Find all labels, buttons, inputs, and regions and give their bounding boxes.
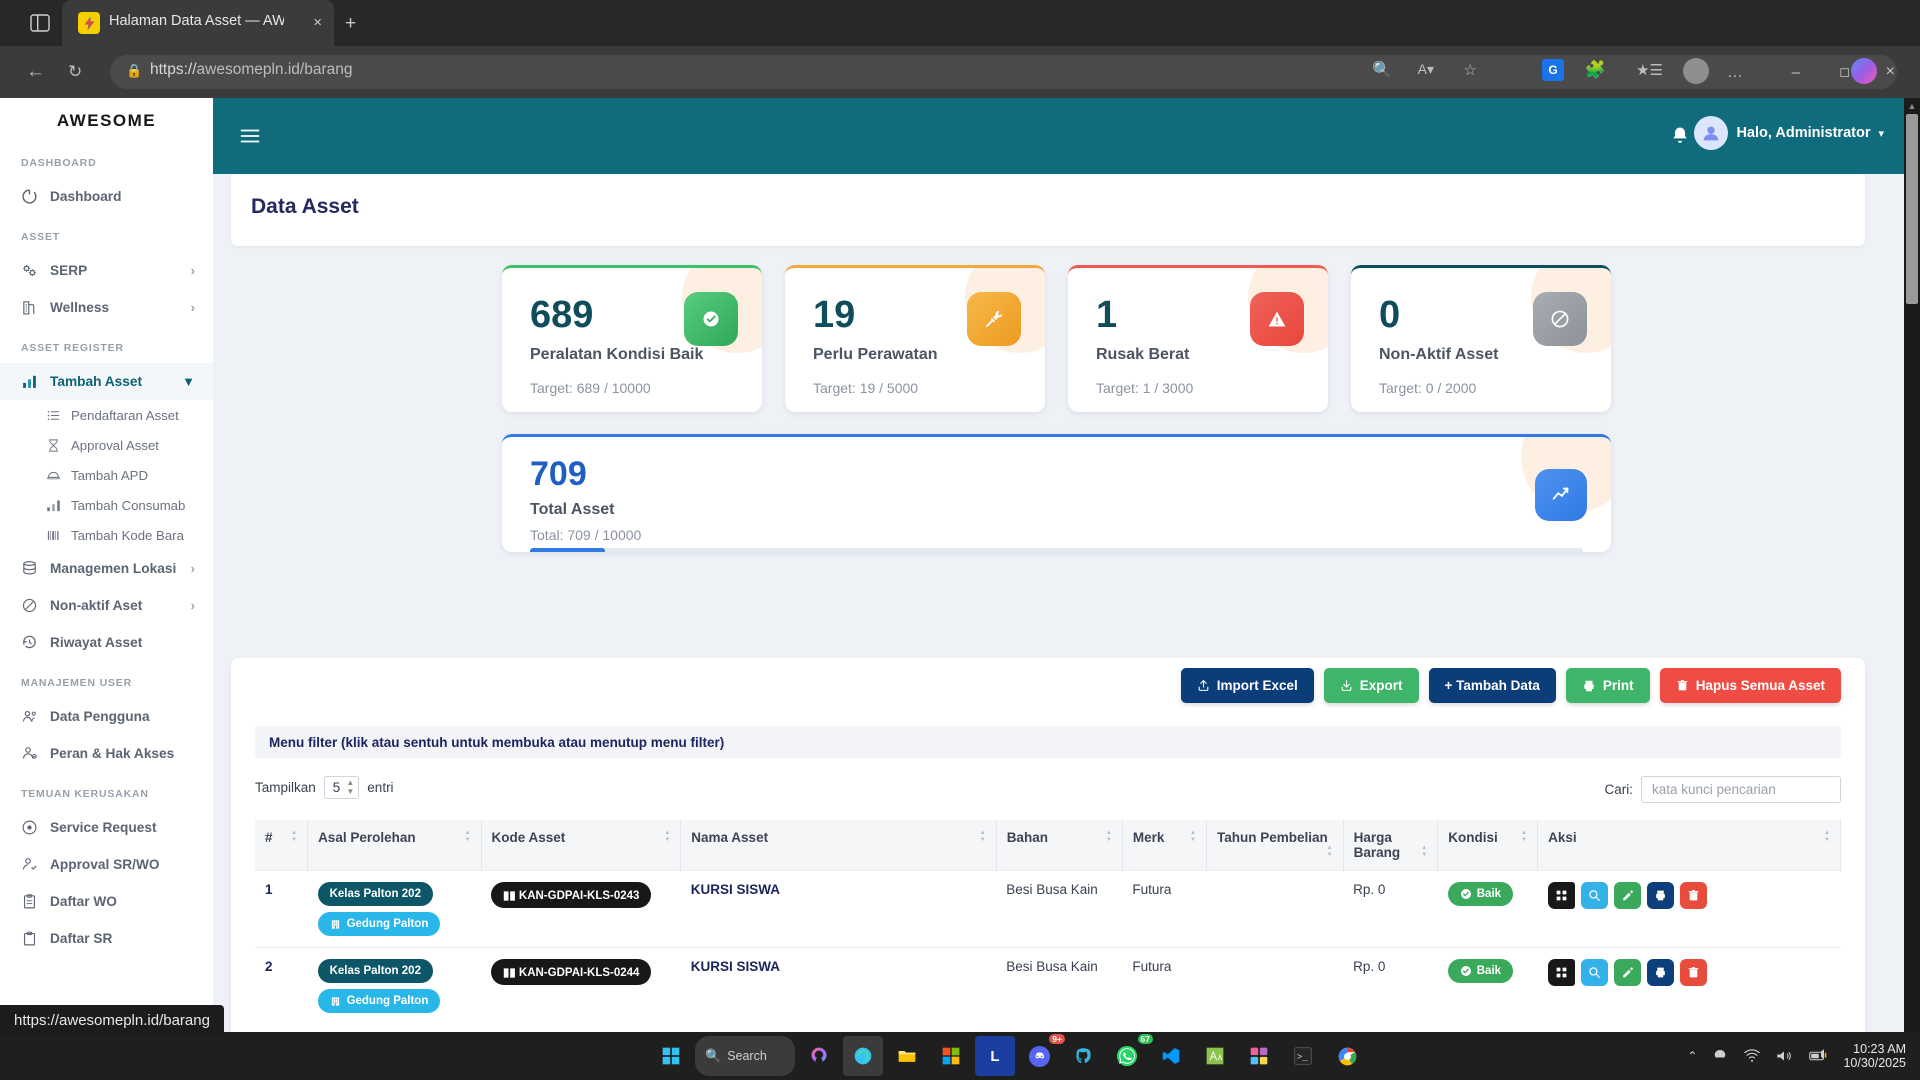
svg-text:>_: >_ — [1297, 1051, 1308, 1062]
